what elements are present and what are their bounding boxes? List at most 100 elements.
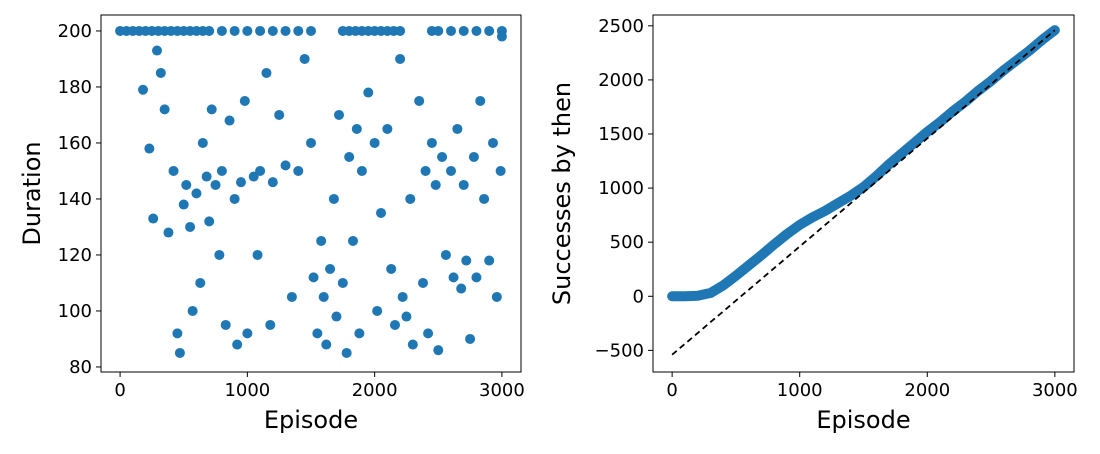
point (308, 272, 319, 283)
point (334, 109, 344, 120)
y-tick-label: 160 (58, 133, 92, 154)
y-tick-label: 80 (69, 357, 92, 378)
point (312, 328, 323, 339)
point (440, 249, 451, 260)
point (356, 165, 367, 176)
point (376, 207, 386, 218)
point (286, 291, 297, 302)
point (267, 25, 278, 36)
x-tick-label: 0 (114, 380, 125, 401)
point (321, 339, 332, 350)
x-tick-label: 0 (666, 380, 677, 401)
point (325, 263, 336, 274)
point (214, 249, 225, 260)
point (178, 199, 189, 210)
point (174, 347, 185, 358)
point (331, 311, 342, 322)
point (299, 53, 310, 64)
point (229, 25, 240, 36)
point (433, 345, 444, 356)
point (229, 193, 240, 204)
point (418, 277, 428, 288)
point (496, 31, 507, 42)
point (348, 235, 358, 246)
y-tick-label: 1500 (598, 124, 644, 145)
y-tick-label: 120 (58, 245, 92, 266)
x-tick-label: 1000 (224, 380, 270, 401)
point (239, 95, 250, 106)
point (479, 193, 490, 204)
point (206, 104, 217, 115)
y-tick-label: 200 (58, 21, 92, 42)
point (242, 25, 253, 36)
point (471, 272, 482, 283)
point (252, 249, 263, 260)
point (255, 25, 266, 36)
point (395, 53, 406, 64)
point (172, 328, 183, 339)
point (191, 188, 202, 199)
point (461, 255, 472, 266)
point (414, 95, 425, 106)
point (216, 25, 227, 36)
point (386, 263, 397, 274)
point (306, 137, 316, 148)
y-tick-label: −500 (595, 340, 644, 361)
point (382, 123, 393, 134)
point (495, 165, 506, 176)
point (197, 137, 208, 148)
point (293, 165, 304, 176)
axes-frame (100, 14, 522, 373)
point (446, 165, 456, 176)
point (306, 25, 316, 36)
point (397, 291, 408, 302)
point (293, 25, 304, 36)
point (430, 179, 441, 190)
point (280, 25, 291, 36)
point (201, 171, 212, 182)
point (491, 291, 502, 302)
point (220, 319, 231, 330)
point (328, 193, 339, 204)
point (465, 333, 476, 344)
point (372, 305, 383, 316)
point (152, 45, 162, 56)
point (369, 137, 380, 148)
point (148, 213, 159, 224)
y-tick-label: 0 (633, 286, 644, 307)
point (181, 179, 192, 190)
point (468, 151, 479, 162)
point (452, 123, 463, 134)
point (363, 87, 374, 98)
point (401, 311, 412, 322)
x-tick-label: 3000 (479, 380, 525, 401)
y-tick-label: 2500 (598, 16, 644, 37)
point (344, 151, 355, 162)
x-tick-label: 2000 (352, 380, 398, 401)
point (433, 25, 444, 36)
point (255, 165, 266, 176)
point (232, 339, 243, 350)
axes-frame (652, 14, 1075, 373)
point (458, 179, 469, 190)
point (405, 193, 416, 204)
y-axis-label: Duration (18, 141, 46, 245)
point (187, 305, 198, 316)
point (168, 165, 179, 176)
point (316, 235, 327, 246)
point (236, 177, 246, 188)
point (318, 291, 329, 302)
point (471, 25, 482, 36)
point (337, 277, 348, 288)
point (446, 25, 456, 36)
x-axis-label: Episode (264, 406, 358, 434)
point (437, 151, 448, 162)
point (265, 319, 276, 330)
point (185, 221, 196, 232)
y-tick-label: 100 (58, 301, 92, 322)
point (475, 95, 486, 106)
point (456, 283, 467, 294)
point (354, 328, 365, 339)
point (195, 277, 206, 288)
